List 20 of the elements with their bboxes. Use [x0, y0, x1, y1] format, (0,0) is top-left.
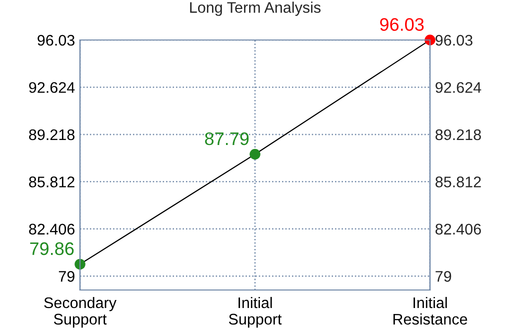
y2-tick-label: 79 [436, 271, 452, 282]
y-tick-label: 89.218 [29, 129, 74, 140]
y-tick-label: 92.624 [29, 82, 75, 93]
y-tick-label: 79 [58, 271, 74, 282]
y-tick-label: 96.03 [38, 34, 74, 46]
y2-tick-label: 85.812 [436, 176, 481, 188]
x-tick-label: Initial Support [228, 296, 282, 328]
y2-tick-label: 92.624 [436, 82, 482, 93]
data-label: 87.79 [205, 132, 249, 146]
chart-title: Long Term Analysis [190, 2, 321, 16]
y2-tick-label: 96.03 [436, 34, 472, 46]
data-label: 96.03 [380, 18, 424, 31]
y2-tick-label: 89.218 [436, 129, 481, 140]
data-label: 79.86 [30, 242, 74, 256]
point [250, 148, 260, 160]
x-tick-label: Initial Resistance [393, 296, 468, 325]
y2-tick-label: 82.406 [436, 224, 481, 235]
x-tick-label: Secondary Support [44, 296, 116, 328]
y-tick-label: 85.812 [29, 176, 74, 188]
y-tick-label: 82.406 [29, 224, 74, 235]
